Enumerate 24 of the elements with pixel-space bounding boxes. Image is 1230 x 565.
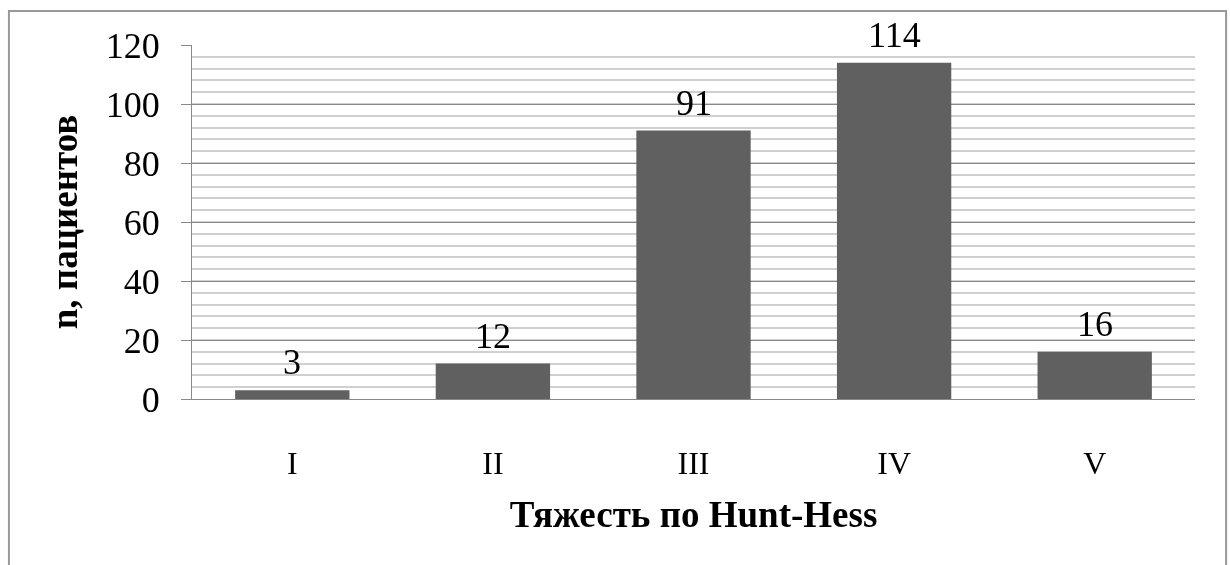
y-tick-label: 40 [123,261,160,302]
bar [435,363,551,399]
bar [636,130,751,399]
bar [235,390,350,399]
y-axis-title: n, пациентов [44,114,86,330]
x-tick-label: V [1083,445,1107,482]
x-tick-label: I [286,445,298,482]
y-tick-label: 60 [123,202,160,243]
y-tick-label: 80 [123,143,160,184]
data-label: 12 [475,316,511,356]
x-tick-label: III [677,445,710,482]
data-label: 16 [1077,304,1113,344]
bar [1037,351,1152,399]
x-tick-label: II [482,445,504,482]
data-label: 91 [676,83,712,123]
x-tick-label: IV [877,445,911,482]
x-axis-title: Тяжесть по Hunt-Hess [509,493,878,535]
bar [836,62,952,399]
y-tick-label: 100 [105,84,160,125]
data-label: 114 [868,15,921,55]
y-tick-label: 0 [141,379,160,420]
data-label: 3 [283,342,301,382]
y-tick-label: 20 [123,320,160,361]
y-tick-label: 120 [105,25,160,66]
